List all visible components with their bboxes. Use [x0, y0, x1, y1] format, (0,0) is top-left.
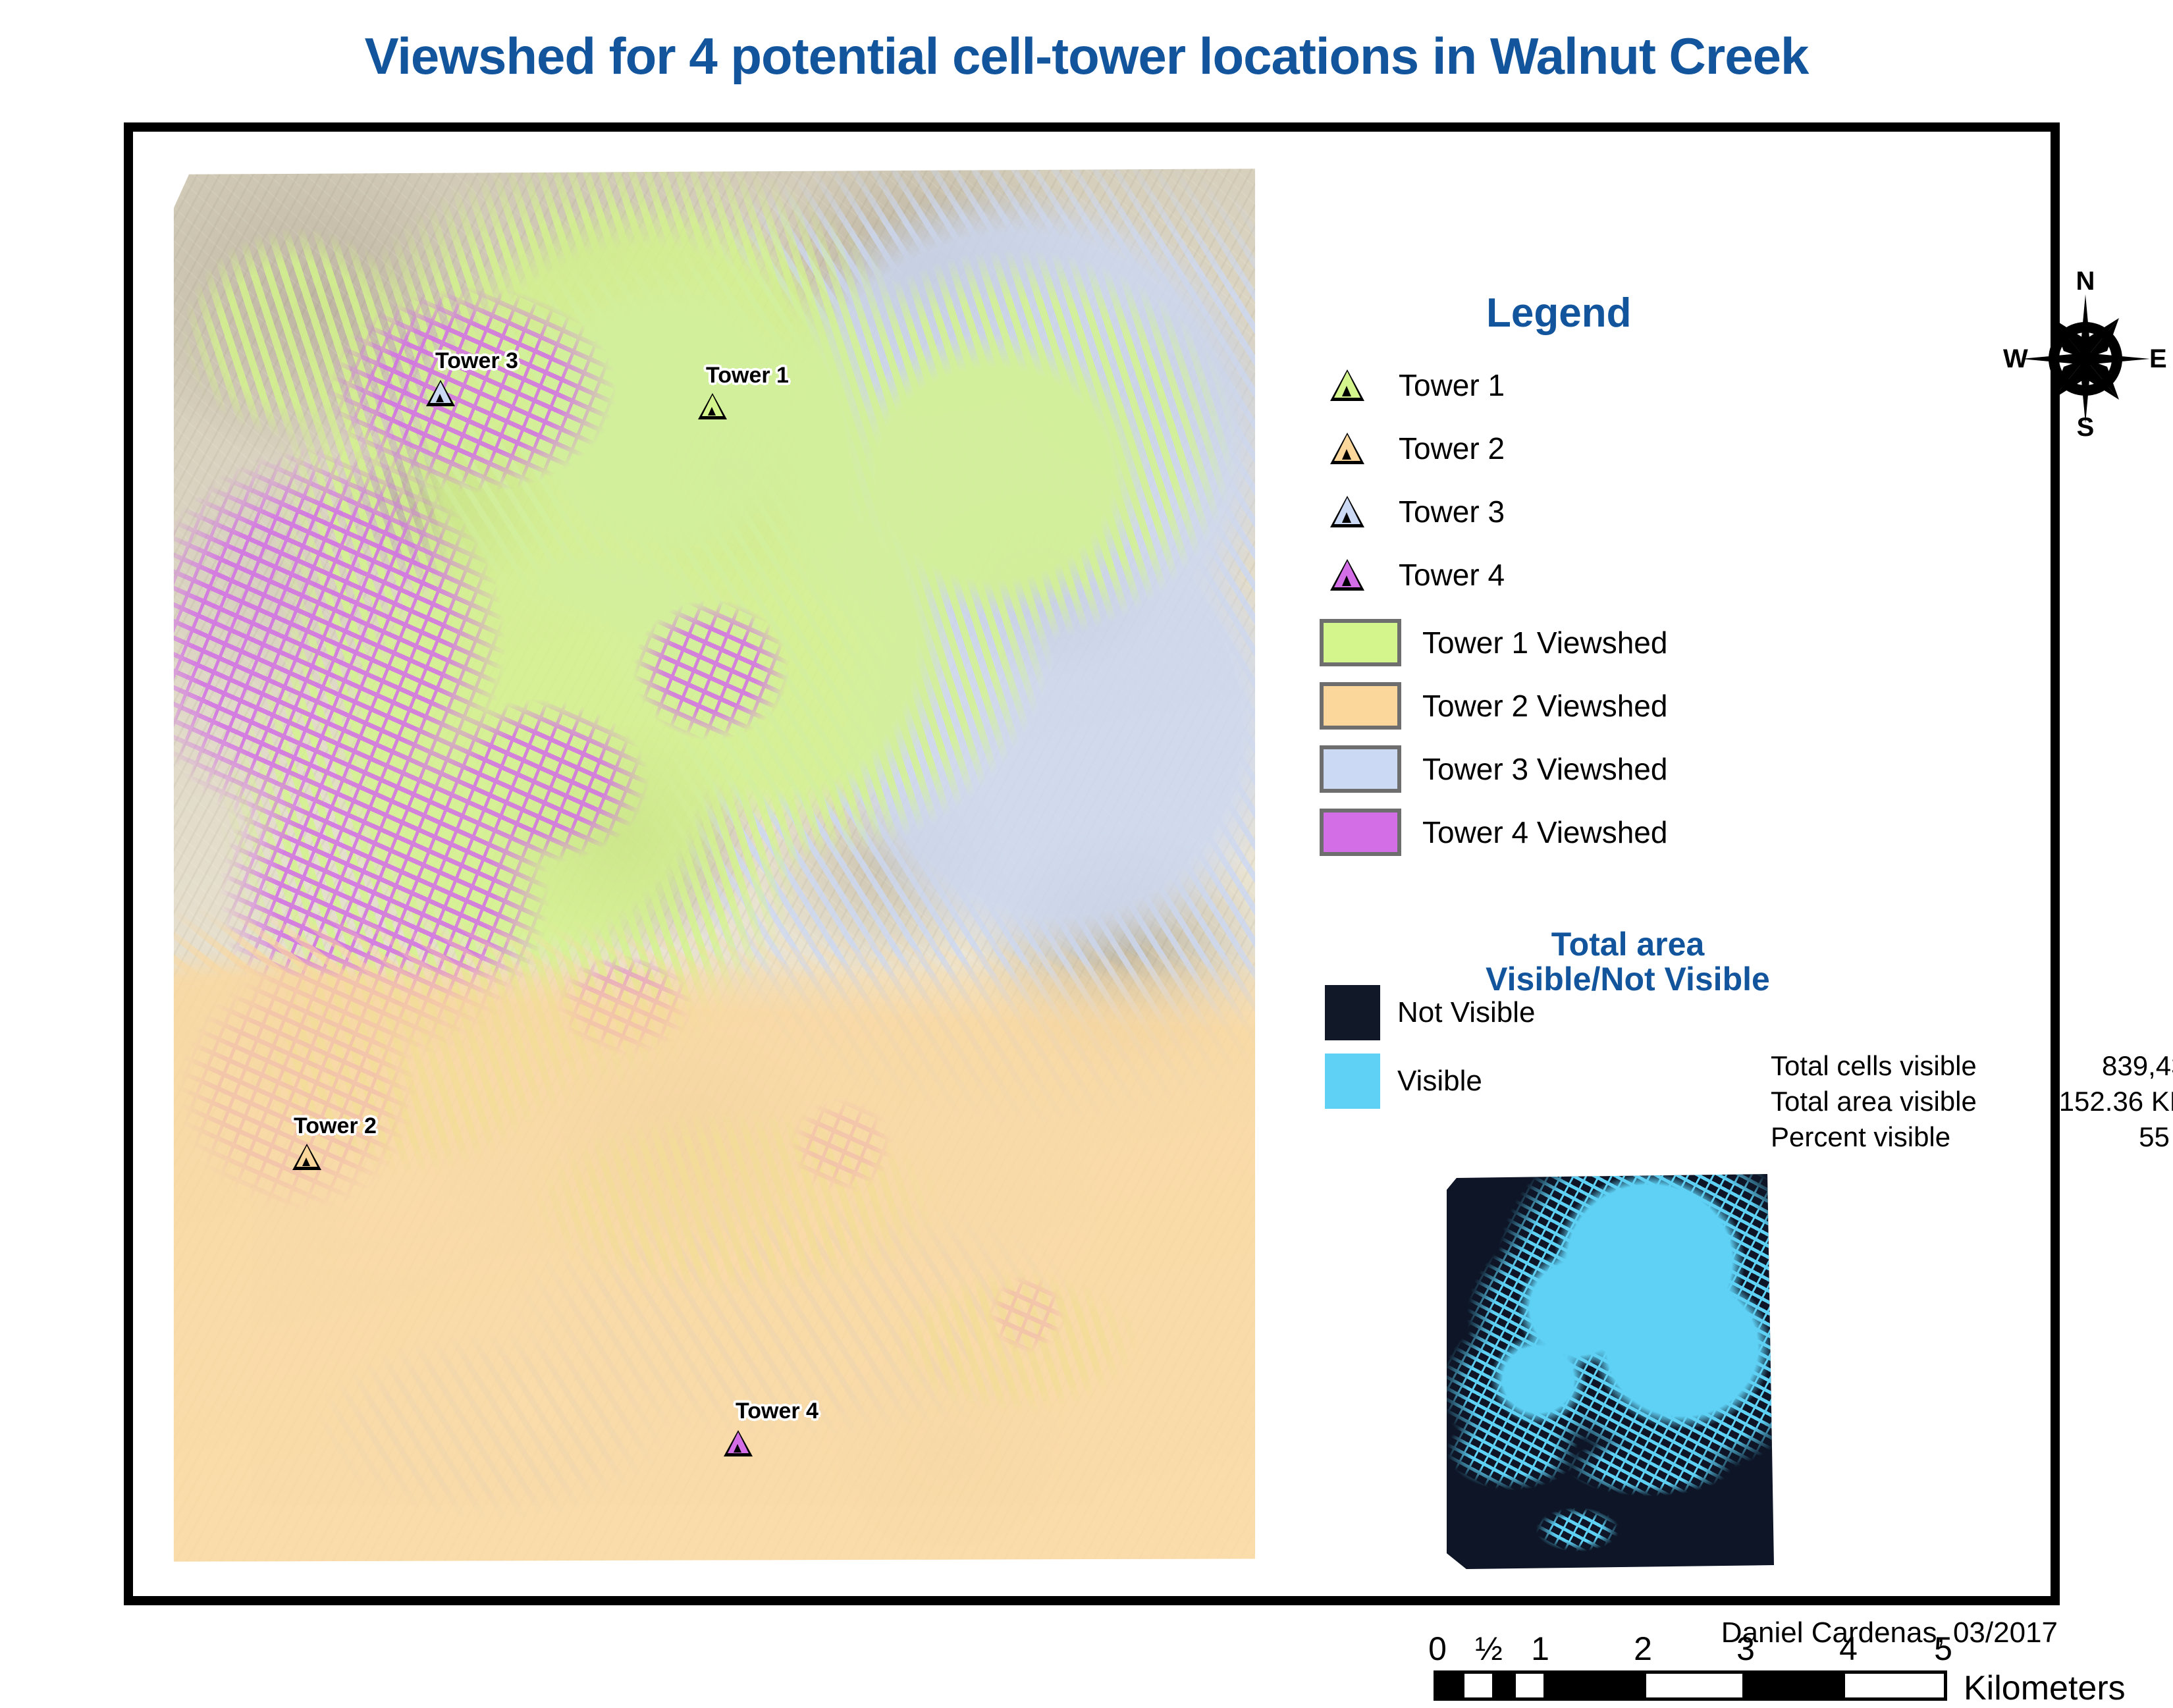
stat-value-percent-visible: 55 % [2139, 1121, 2173, 1152]
compass-label-west: W [2003, 344, 2028, 373]
scale-segment-white-1 [1464, 1674, 1492, 1697]
legend-item-tower-1-viewshed[interactable]: Tower 1 Viewshed [1320, 619, 1667, 666]
tower-1-triangle-icon [698, 393, 727, 419]
total-area-heading-line2: Visible/Not Visible [1486, 961, 1770, 998]
visibility-inset-map[interactable] [1447, 1174, 1774, 1569]
legend-item-tower-1[interactable]: Tower 1 [1330, 367, 1505, 403]
stat-value-total-area-visible: 152.36 KM² [2058, 1086, 2173, 1117]
compass-label-east: E [2149, 344, 2167, 373]
swatch-not-visible [1325, 985, 1380, 1040]
scale-segment-white-3 [1646, 1674, 1742, 1697]
map-label-tower-1: Tower 1 [706, 363, 789, 388]
legend-label-tower-2: Tower 2 [1399, 431, 1505, 466]
map-frame: Tower 1 Tower 2 Tower 3 Tower 4 Legend T… [124, 122, 2173, 1707]
scale-tick-0: 0 [1428, 1630, 1447, 1667]
scale-tick-half: ½ [1475, 1630, 1503, 1667]
north-arrow-icon [2021, 294, 2150, 423]
scale-tick-5: 5 [1934, 1630, 1952, 1667]
tower-4-triangle-icon [724, 1430, 753, 1456]
legend-label-tower-1-viewshed: Tower 1 Viewshed [1422, 626, 1668, 660]
legend-label-tower-2-viewshed: Tower 2 Viewshed [1422, 689, 1668, 723]
legend-item-tower-2[interactable]: Tower 2 [1330, 431, 1505, 466]
stat-label-total-cells-visible: Total cells visible [1771, 1050, 1977, 1081]
legend-item-tower-2-viewshed[interactable]: Tower 2 Viewshed [1320, 682, 1667, 730]
compass-label-north: N [2076, 267, 2095, 296]
map-marker-tower-4[interactable]: Tower 4 [724, 1399, 818, 1456]
swatch-tower-1-viewshed [1320, 619, 1401, 666]
legend-item-tower-4-viewshed[interactable]: Tower 4 Viewshed [1320, 809, 1667, 856]
legend-label-visible: Visible [1397, 1065, 1482, 1097]
map-label-tower-2: Tower 2 [294, 1113, 377, 1138]
swatch-tower-3-viewshed [1320, 745, 1401, 793]
map-label-tower-4: Tower 4 [736, 1399, 818, 1424]
total-area-heading-line1: Total area [1551, 926, 1705, 963]
legend-item-tower-3[interactable]: Tower 3 [1330, 494, 1505, 529]
scale-tick-4: 4 [1839, 1630, 1858, 1667]
legend-label-tower-4: Tower 4 [1399, 558, 1505, 592]
map-canvas[interactable]: Tower 1 Tower 2 Tower 3 Tower 4 [167, 166, 1255, 1566]
scale-bar-units: Kilometers [1964, 1669, 2126, 1707]
legend-item-visible[interactable]: Visible [1325, 1054, 1482, 1109]
tower-4-triangle-icon [1330, 559, 1364, 591]
legend-item-tower-3-viewshed[interactable]: Tower 3 Viewshed [1320, 745, 1667, 793]
tower-2-triangle-icon [1330, 433, 1364, 464]
scale-tick-3: 3 [1736, 1630, 1755, 1667]
swatch-tower-2-viewshed [1320, 682, 1401, 730]
swatch-tower-4-viewshed [1320, 809, 1401, 856]
tower-3-triangle-icon [426, 380, 455, 406]
author-credit: Daniel Cardenas, 03/2017 [1721, 1616, 2058, 1649]
map-label-tower-3: Tower 3 [435, 348, 518, 373]
legend-item-tower-4[interactable]: Tower 4 [1330, 557, 1505, 593]
stat-value-total-cells-visible: 839,434 [2102, 1050, 2173, 1081]
scale-segment-white-4 [1845, 1674, 1944, 1697]
visible-cells-layer [1447, 1174, 1774, 1569]
legend-label-tower-3-viewshed: Tower 3 Viewshed [1422, 752, 1668, 786]
tower-2-triangle-icon [292, 1144, 321, 1170]
legend-label-not-visible: Not Visible [1397, 996, 1536, 1028]
scale-segment-white-2 [1516, 1674, 1543, 1697]
swatch-visible [1325, 1054, 1380, 1109]
legend-heading: Legend [1486, 290, 1632, 336]
stat-label-total-area-visible: Total area visible [1771, 1086, 1977, 1117]
scale-bar-ticks: 0 ½ 1 2 3 4 5 [1428, 1630, 2026, 1670]
table-row: Total area visible 152.36 KM² [1771, 1086, 2173, 1121]
scale-tick-2: 2 [1634, 1630, 1652, 1667]
map-marker-tower-1[interactable]: Tower 1 [698, 363, 789, 419]
tower-1-triangle-icon [1330, 369, 1364, 401]
map-marker-tower-3[interactable]: Tower 3 [426, 348, 518, 406]
compass-label-south: S [2076, 413, 2095, 442]
visibility-stats-table: Total cells visible 839,434 Total area v… [1771, 1050, 2173, 1157]
page-title: Viewshed for 4 potential cell-tower loca… [364, 27, 1810, 85]
scale-tick-1: 1 [1531, 1630, 1549, 1667]
compass-rose: N S W E [2003, 267, 2168, 442]
map-marker-tower-2[interactable]: Tower 2 [292, 1113, 377, 1170]
legend-label-tower-1: Tower 1 [1399, 368, 1505, 402]
table-row: Percent visible 55 % [1771, 1121, 2173, 1157]
scale-bar-body: Kilometers [1434, 1669, 2126, 1707]
total-area-heading: Total area Visible/Not Visible [1424, 927, 1832, 997]
legend-item-not-visible[interactable]: Not Visible [1325, 985, 1536, 1040]
tower-3-triangle-icon [1330, 496, 1364, 527]
table-row: Total cells visible 839,434 [1771, 1050, 2173, 1086]
stat-label-percent-visible: Percent visible [1771, 1121, 1951, 1152]
legend-label-tower-3: Tower 3 [1399, 494, 1505, 529]
legend-label-tower-4-viewshed: Tower 4 Viewshed [1422, 815, 1668, 849]
